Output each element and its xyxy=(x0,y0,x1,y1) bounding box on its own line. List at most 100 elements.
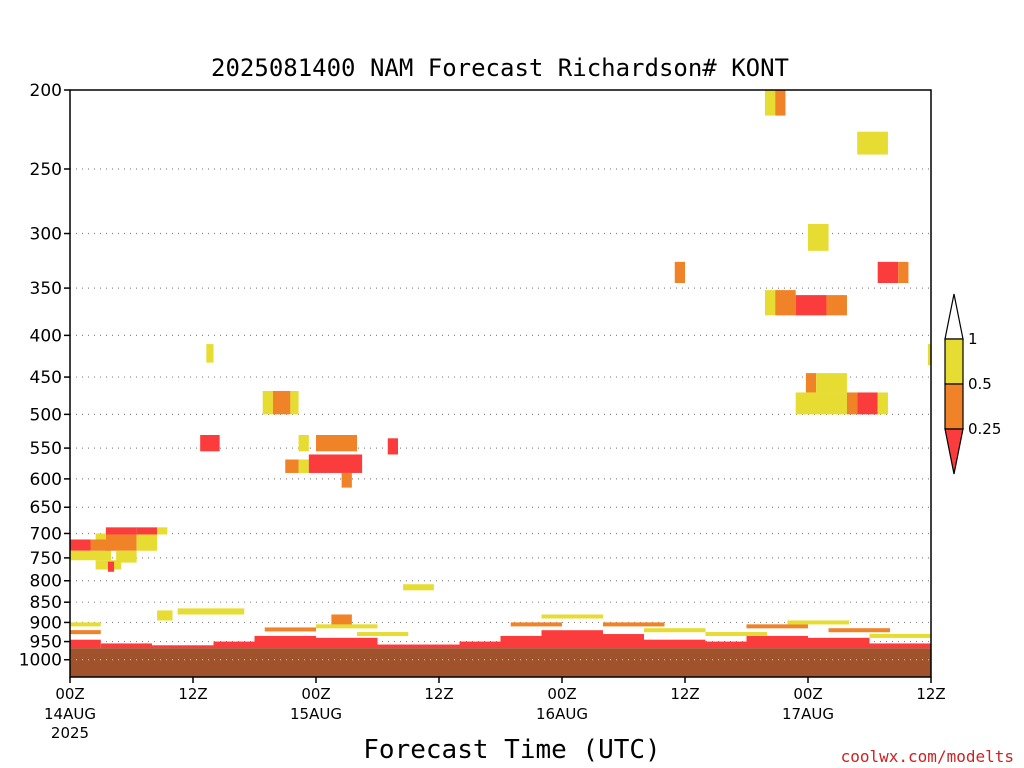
x-tick-date: 14AUG xyxy=(44,705,96,723)
band-cell xyxy=(264,627,316,632)
plot-frame xyxy=(69,89,932,678)
credit-link[interactable]: coolwx.com/modelts xyxy=(841,747,1014,766)
legend-top-arrow xyxy=(944,293,964,340)
richardson-cell xyxy=(70,539,91,551)
band-cell xyxy=(828,628,890,633)
y-tick-label: 300 xyxy=(30,225,62,245)
x-tick-label: 00Z xyxy=(547,685,576,703)
y-tick-label: 900 xyxy=(30,613,62,633)
richardson-cell xyxy=(764,290,776,316)
legend-label: 0.5 xyxy=(968,375,992,393)
richardson-cell xyxy=(775,290,796,316)
richardson-cell xyxy=(857,131,888,155)
richardson-cell xyxy=(95,533,106,540)
y-tick-label: 450 xyxy=(30,368,62,388)
y-tick-label: 1000 xyxy=(19,651,62,671)
richardson-cell xyxy=(70,550,111,561)
band-cell xyxy=(746,624,808,629)
y-tick-label: 700 xyxy=(30,524,62,544)
richardson-cell xyxy=(846,392,858,415)
richardson-cell xyxy=(116,550,137,563)
y-tick-label: 500 xyxy=(30,405,62,425)
plot-area xyxy=(69,89,932,678)
richardson-cell xyxy=(105,534,137,551)
x-tick-label: 12Z xyxy=(424,685,453,703)
richardson-cell xyxy=(927,344,931,366)
richardson-cell xyxy=(795,295,827,316)
richardson-cell xyxy=(816,373,847,393)
richardson-cell xyxy=(403,584,434,591)
richardson-cell xyxy=(877,261,899,284)
surface-layer-cell xyxy=(459,641,501,649)
richardson-cell xyxy=(285,459,299,473)
x-tick-date: 16AUG xyxy=(536,705,588,723)
band-cell xyxy=(644,628,706,633)
richardson-cell xyxy=(316,434,357,452)
band-cell xyxy=(510,622,562,627)
y-tick-label: 650 xyxy=(30,498,62,518)
richardson-cell xyxy=(290,390,299,415)
ground-fill xyxy=(70,648,931,677)
richardson-cell xyxy=(90,539,111,551)
richardson-cell xyxy=(105,527,137,535)
x-tick-label: 00Z xyxy=(55,685,84,703)
surface-layer-cell xyxy=(316,637,378,649)
richardson-cell xyxy=(136,534,158,551)
richardson-cell xyxy=(177,608,245,615)
y-tick-label: 550 xyxy=(30,439,62,459)
x-tick-label: 00Z xyxy=(793,685,822,703)
surface-layer-cell xyxy=(100,643,152,649)
surface-layer-cell xyxy=(869,643,931,649)
legend-label: 1 xyxy=(968,330,978,348)
richardson-cell xyxy=(877,392,888,415)
richardson-cell xyxy=(298,459,309,473)
x-tick-label: 00Z xyxy=(301,685,330,703)
band-cell xyxy=(357,632,409,637)
surface-layer-cell xyxy=(746,635,808,649)
richardson-cell xyxy=(826,295,847,316)
y-tick-label: 750 xyxy=(30,549,62,569)
richardson-cell xyxy=(136,527,158,535)
richardson-cell xyxy=(331,614,352,625)
x-tick-date: 15AUG xyxy=(290,705,342,723)
richardson-cell xyxy=(341,472,352,488)
surface-layer-cell xyxy=(705,641,747,649)
richardson-cell xyxy=(107,561,115,572)
richardson-cell xyxy=(857,392,878,415)
legend-label: 0.25 xyxy=(968,420,1001,438)
richardson-cell xyxy=(272,390,291,415)
band-cell xyxy=(541,614,603,619)
band-cell xyxy=(316,624,378,629)
legend-swatch xyxy=(944,338,964,385)
y-axis: 200 250 300 350 400 450 500 550 600 650 700 750 8008… xyxy=(19,81,70,671)
surface-layer-cell xyxy=(377,644,460,649)
richardson-cell xyxy=(200,434,220,452)
richardson-cell xyxy=(764,90,776,116)
x-tick-date: 17AUG xyxy=(782,705,834,723)
band-cell xyxy=(603,622,665,627)
surface-layer-cell xyxy=(603,634,644,649)
richardson-cell xyxy=(808,223,829,251)
richardson-cell xyxy=(157,527,168,535)
richardson-cell xyxy=(157,610,173,621)
surface-layer-cell xyxy=(70,639,101,649)
band-cell xyxy=(869,633,931,638)
color-legend: 1 0.5 0.25 xyxy=(944,293,1001,475)
y-tick-label: 850 xyxy=(30,593,62,613)
chart-title: 2025081400 NAM Forecast Richardson# KONT xyxy=(211,54,789,82)
y-tick-label: 950 xyxy=(30,633,62,653)
x-tick-label: 12Z xyxy=(670,685,699,703)
y-tick-label: 400 xyxy=(30,326,62,346)
surface-layer-cell xyxy=(500,635,542,649)
richardson-cell xyxy=(674,261,685,284)
richardson-cell xyxy=(795,392,847,415)
richardson-cell xyxy=(898,261,909,284)
legend-bottom-arrow xyxy=(944,428,964,475)
surface-layer-cell xyxy=(644,639,706,649)
x-axis-label: Forecast Time (UTC) xyxy=(363,735,660,765)
band-cell xyxy=(70,630,101,635)
surface-layer-cell xyxy=(541,630,603,649)
band-cell xyxy=(787,620,849,625)
y-tick-label: 350 xyxy=(30,279,62,299)
